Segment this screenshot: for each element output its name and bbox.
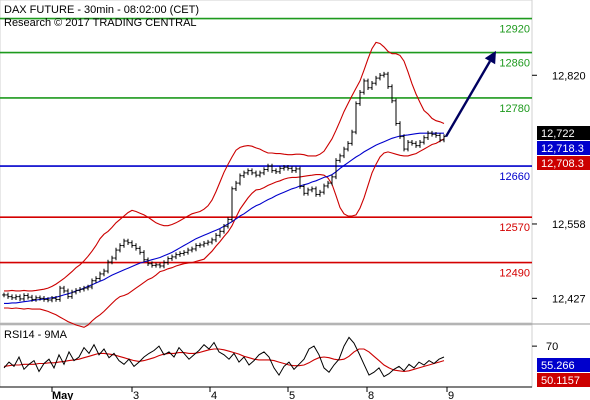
forecast-arrow-head [484, 50, 496, 65]
rsi-title: RSI14 - 9MA [4, 329, 68, 341]
level-label-12780: 12780 [499, 103, 530, 115]
rsi-badge-rsi [537, 358, 590, 372]
rsi-ma-line [3, 348, 445, 373]
level-label-12860: 12860 [499, 58, 530, 70]
badge-bollinger [537, 156, 590, 170]
last-value-badges: 12,722 12,718.3 12,708.3 [537, 126, 590, 170]
rsi-line [3, 336, 445, 378]
price-axis: 12,820 12,558 12,427 [532, 70, 586, 305]
time-tick-label: May [52, 390, 74, 400]
level-label-12490: 12490 [499, 268, 530, 280]
badge-moving-average [537, 141, 590, 155]
bollinger-bands [4, 41, 445, 328]
price-tick-label: 12,820 [552, 70, 586, 82]
bollinger-upper [4, 41, 445, 292]
price-plot-frame [0, 0, 533, 324]
rsi-badge-rsi-ma [537, 373, 590, 387]
price-tick-label: 12,427 [552, 293, 586, 305]
forecast-arrow [444, 50, 496, 138]
rsi-badge-label-rsi: 55.266 [541, 360, 575, 372]
moving-average-line [4, 132, 444, 304]
level-label-12660: 12660 [499, 171, 530, 183]
badge-label-bollinger: 12,708.3 [541, 158, 584, 170]
level-labels: 12920 12860 12780 12660 12570 12490 [499, 24, 530, 280]
rsi-badges: 55.266 50.1157 [537, 358, 590, 387]
level-label-12920: 12920 [499, 24, 530, 36]
price-tick-label: 12,558 [552, 219, 586, 231]
time-tick-label: 8 [368, 390, 374, 400]
price-bars [2, 71, 446, 303]
bollinger-lower [4, 138, 445, 328]
rsi-lines [3, 336, 445, 378]
badge-last-price [537, 126, 590, 140]
time-tick-label: 5 [289, 390, 295, 400]
rsi-badge-label-rsi-ma: 50.1157 [541, 375, 580, 387]
forecast-arrow-shaft [444, 60, 491, 138]
chart-title: DAX FUTURE - 30min - 08:02:00 (CET) [4, 4, 199, 16]
time-tick-label: 3 [133, 390, 139, 400]
time-axis: May 3 4 5 8 9 [0, 386, 532, 400]
chart-credit: Research © 2017 TRADING CENTRAL [4, 17, 197, 29]
rsi-axis: 70 [532, 341, 558, 353]
badge-label-moving-average: 12,718.3 [541, 143, 584, 155]
level-lines [0, 17, 532, 264]
level-label-12570: 12570 [499, 222, 530, 234]
moving-average [4, 132, 444, 304]
time-tick-label: 4 [211, 390, 217, 400]
rsi-tick-label: 70 [546, 341, 558, 353]
time-tick-label: 9 [448, 390, 454, 400]
badge-label-last-price: 12,722 [541, 128, 575, 140]
